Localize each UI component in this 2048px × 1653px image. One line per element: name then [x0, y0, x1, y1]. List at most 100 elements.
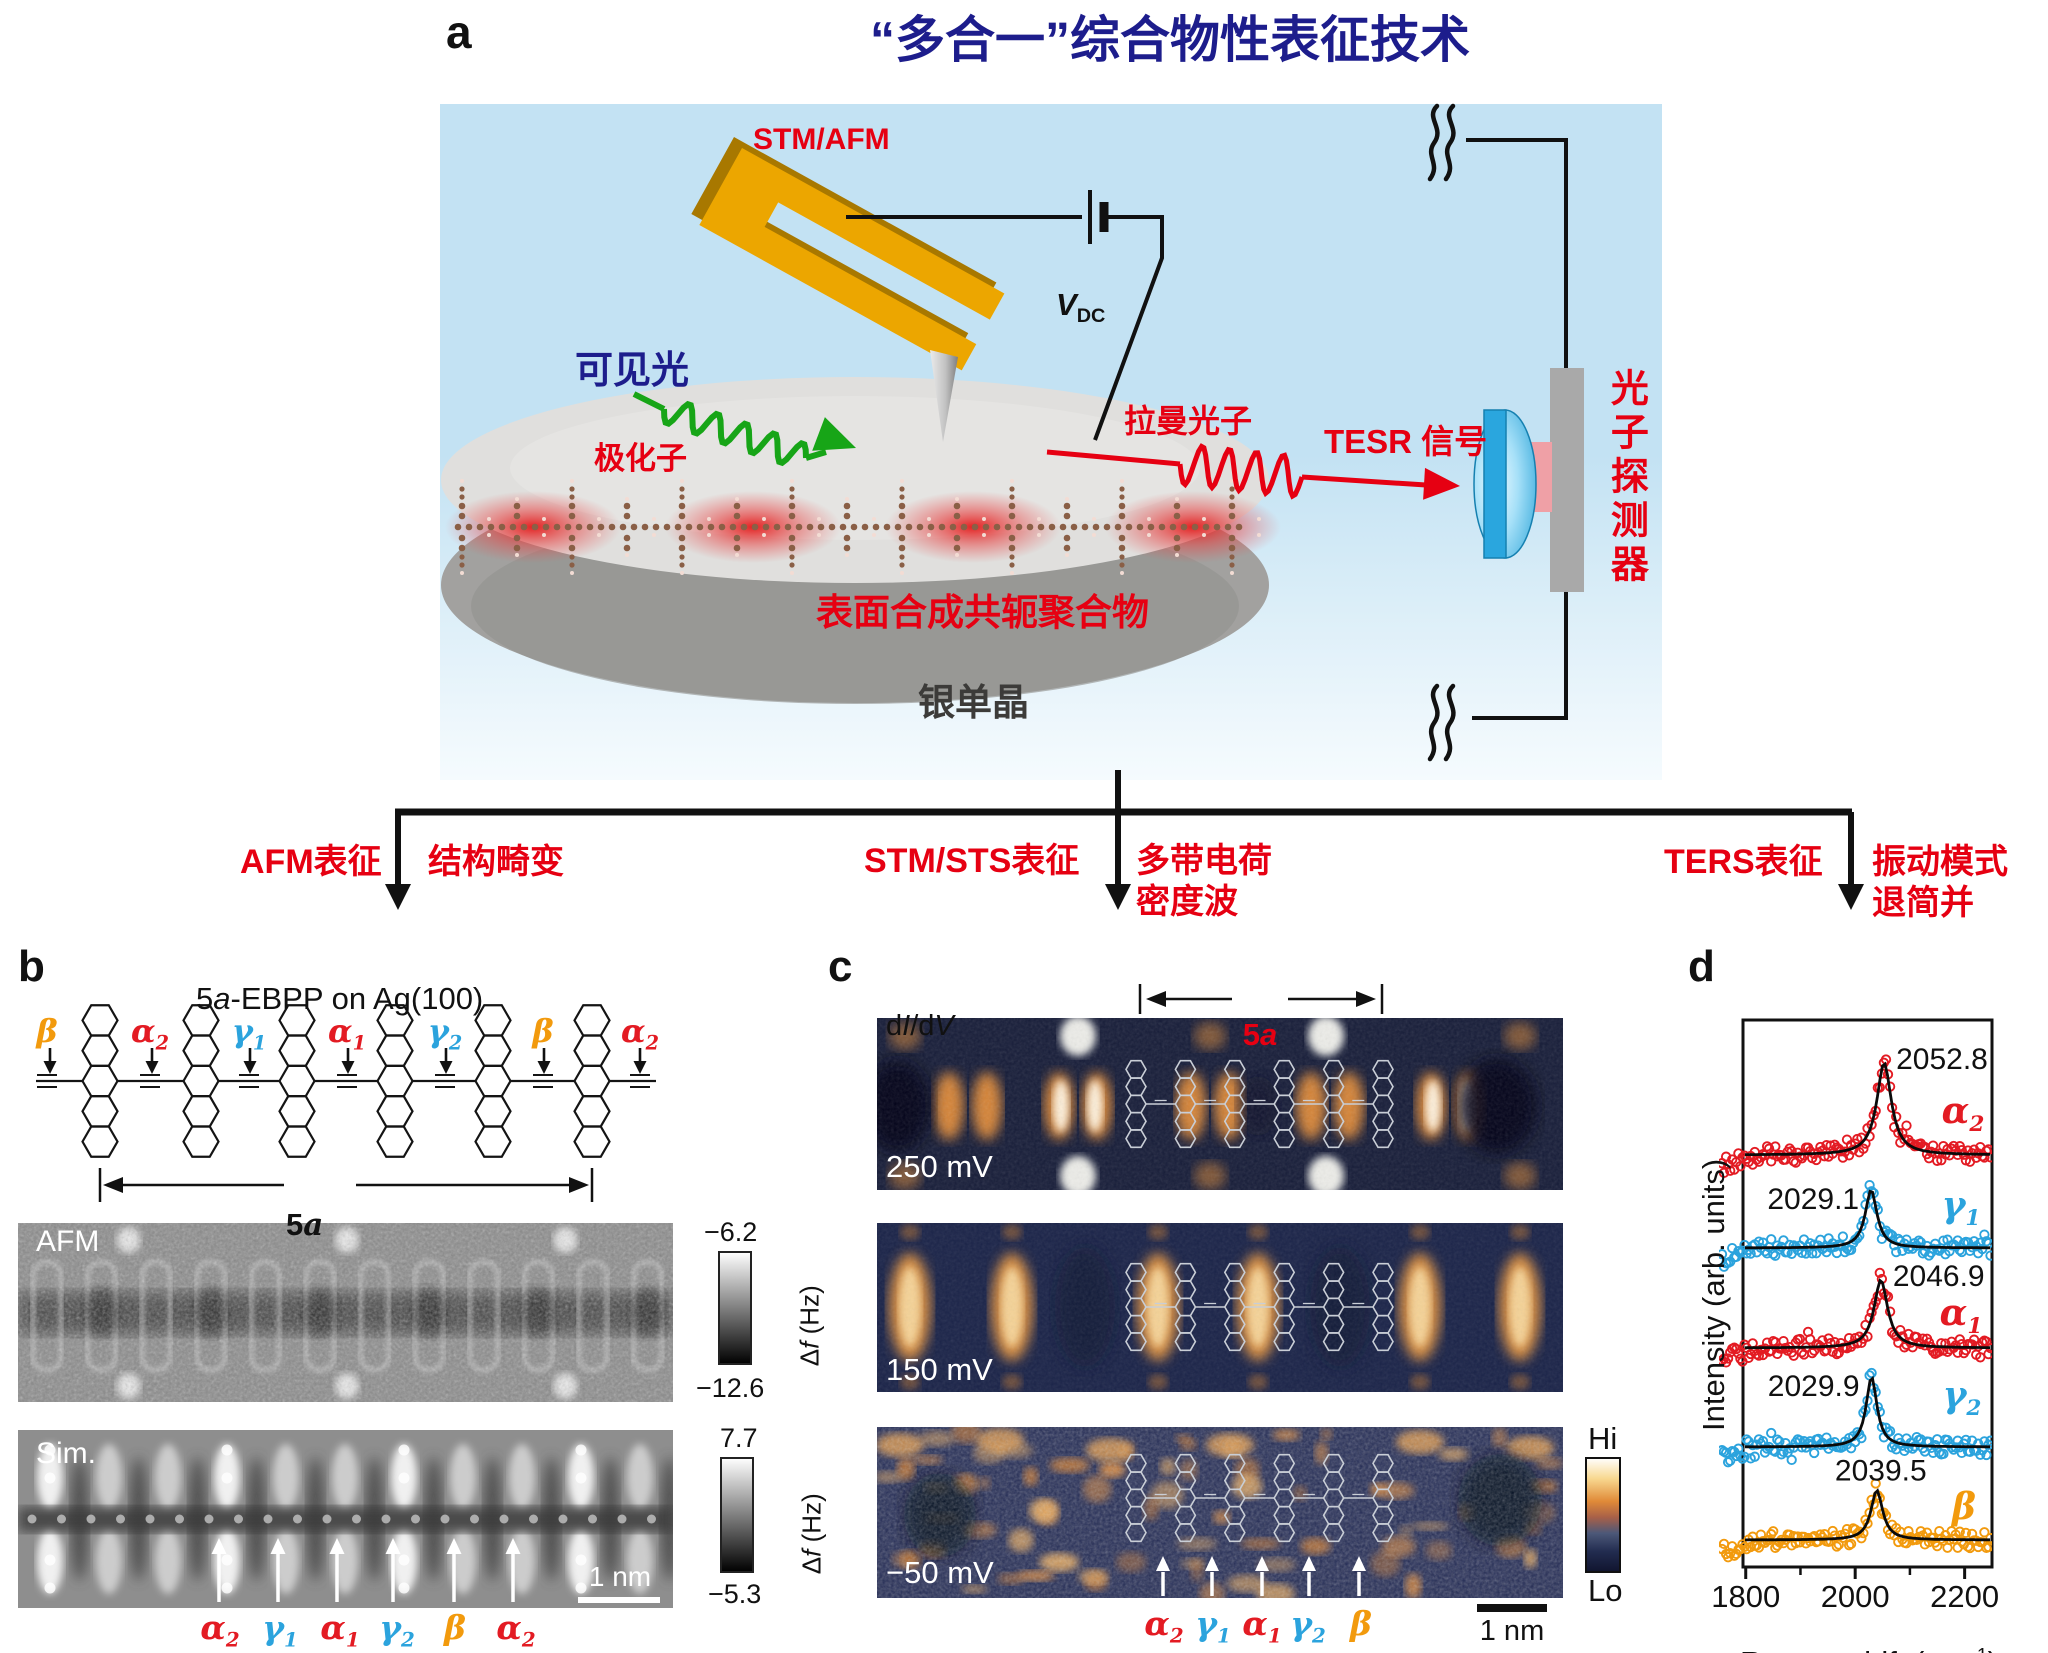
h-atom	[487, 533, 491, 537]
data-point	[1985, 1152, 1992, 1163]
map-site-arrowhead	[1255, 1556, 1269, 1571]
bond-site-arrowhead	[341, 1061, 355, 1074]
atom	[1224, 523, 1232, 531]
atom	[1229, 562, 1235, 568]
substrate-label: 银单晶	[918, 682, 1029, 723]
data-point	[1903, 1526, 1914, 1537]
atom	[729, 523, 737, 531]
h-atom	[460, 571, 464, 575]
atom	[1229, 494, 1235, 500]
atom	[899, 486, 905, 492]
panel-a-label: a	[446, 6, 472, 58]
data-point	[1804, 1334, 1816, 1345]
atom	[788, 502, 796, 510]
panel-b-site-label-α2: α2	[496, 1608, 536, 1652]
data-point	[1866, 1186, 1877, 1197]
detector-wire-bottom	[1472, 592, 1568, 720]
panel-b-title-italic: a	[213, 980, 231, 1016]
pentacene-column	[278, 1095, 316, 1128]
fit-curve-γ2	[1745, 1375, 1990, 1449]
series-label-α2: α2	[1941, 1090, 1985, 1138]
data-point	[1985, 1435, 1992, 1446]
h-atom	[680, 571, 684, 575]
overlay-ring	[1322, 1332, 1345, 1352]
data-point	[1753, 1350, 1765, 1361]
atom	[623, 544, 631, 552]
data-point	[1788, 1350, 1799, 1361]
h-atom	[515, 497, 519, 501]
data-point	[1981, 1449, 1992, 1461]
map-site-arrowhead	[1205, 1556, 1219, 1571]
tesr-signal-label: TESR 信号	[1324, 423, 1488, 460]
atom	[459, 494, 465, 500]
data-point	[1749, 1451, 1760, 1462]
atom	[905, 523, 913, 531]
atom	[679, 494, 685, 500]
incident-light-arrowhead	[812, 417, 856, 451]
sim-bead	[398, 1444, 410, 1456]
atom	[733, 512, 741, 520]
data-point	[1733, 1348, 1744, 1359]
bond-label-β: β	[36, 1012, 58, 1050]
atom	[843, 544, 851, 552]
branch-afm-result: 结构畸变	[428, 843, 564, 881]
y-axis-label: Intensity (arb. units)	[1696, 1158, 1732, 1432]
data-point	[1932, 1540, 1943, 1552]
sim-mid-dot	[647, 1514, 656, 1524]
data-point	[1954, 1334, 1965, 1345]
raman-photon-label: 拉曼光子	[1124, 403, 1253, 439]
data-point	[1741, 1434, 1752, 1445]
atom	[1191, 523, 1199, 531]
bias-150mv-label: 150 mV	[886, 1352, 993, 1387]
sim-scale-max: 7.7	[720, 1423, 758, 1453]
data-point	[1856, 1432, 1867, 1444]
sim-site-arrowhead	[329, 1538, 345, 1554]
atom	[789, 554, 795, 560]
overlay-ring	[1125, 1129, 1147, 1149]
atom	[1063, 502, 1071, 510]
panel-d-label: d	[1688, 942, 1715, 991]
atom	[513, 502, 521, 510]
h-atom	[707, 533, 711, 537]
h-atom	[597, 517, 601, 521]
h-atom	[927, 517, 931, 521]
atom	[1009, 554, 1015, 560]
atom	[1118, 544, 1126, 552]
data-point	[1766, 1156, 1777, 1167]
h-atom	[1092, 517, 1096, 521]
h-atom	[1065, 553, 1069, 557]
fit-curve-α2	[1745, 1061, 1991, 1156]
h-atom	[570, 571, 574, 575]
bond-site-arrowhead	[633, 1061, 647, 1074]
data-point	[1983, 1439, 1992, 1450]
wire-break-icon-bottom	[1427, 683, 1440, 762]
data-point	[1831, 1541, 1842, 1552]
h-atom	[1175, 497, 1179, 501]
h-atom	[1175, 553, 1179, 557]
data-point	[1784, 1443, 1795, 1454]
atom	[568, 544, 576, 552]
wire-break-icon-top	[1427, 103, 1440, 182]
bias-voltage-label: VDC	[1056, 248, 1105, 328]
pentacene-column	[182, 1125, 220, 1158]
panel-c-label: c	[828, 942, 853, 991]
pentacene-column	[81, 1095, 119, 1128]
sim-bead	[398, 1472, 410, 1484]
sim-lobe	[332, 1444, 358, 1510]
sim-mid-dot	[352, 1514, 361, 1524]
atom	[674, 523, 682, 531]
afm-scale-unit: Δf (Hz)	[794, 1285, 824, 1367]
sim-bead	[575, 1444, 587, 1456]
atom	[663, 523, 671, 531]
h-atom	[1202, 533, 1206, 537]
atom	[1037, 523, 1045, 531]
h-atom	[845, 497, 849, 501]
panel-b-site-label-β: β	[444, 1608, 466, 1647]
atom	[630, 523, 638, 531]
atom	[806, 523, 814, 531]
data-point	[1753, 1236, 1765, 1247]
data-point	[1968, 1236, 1980, 1247]
overlay-ring	[1125, 1523, 1147, 1543]
sim-bead	[221, 1554, 233, 1566]
